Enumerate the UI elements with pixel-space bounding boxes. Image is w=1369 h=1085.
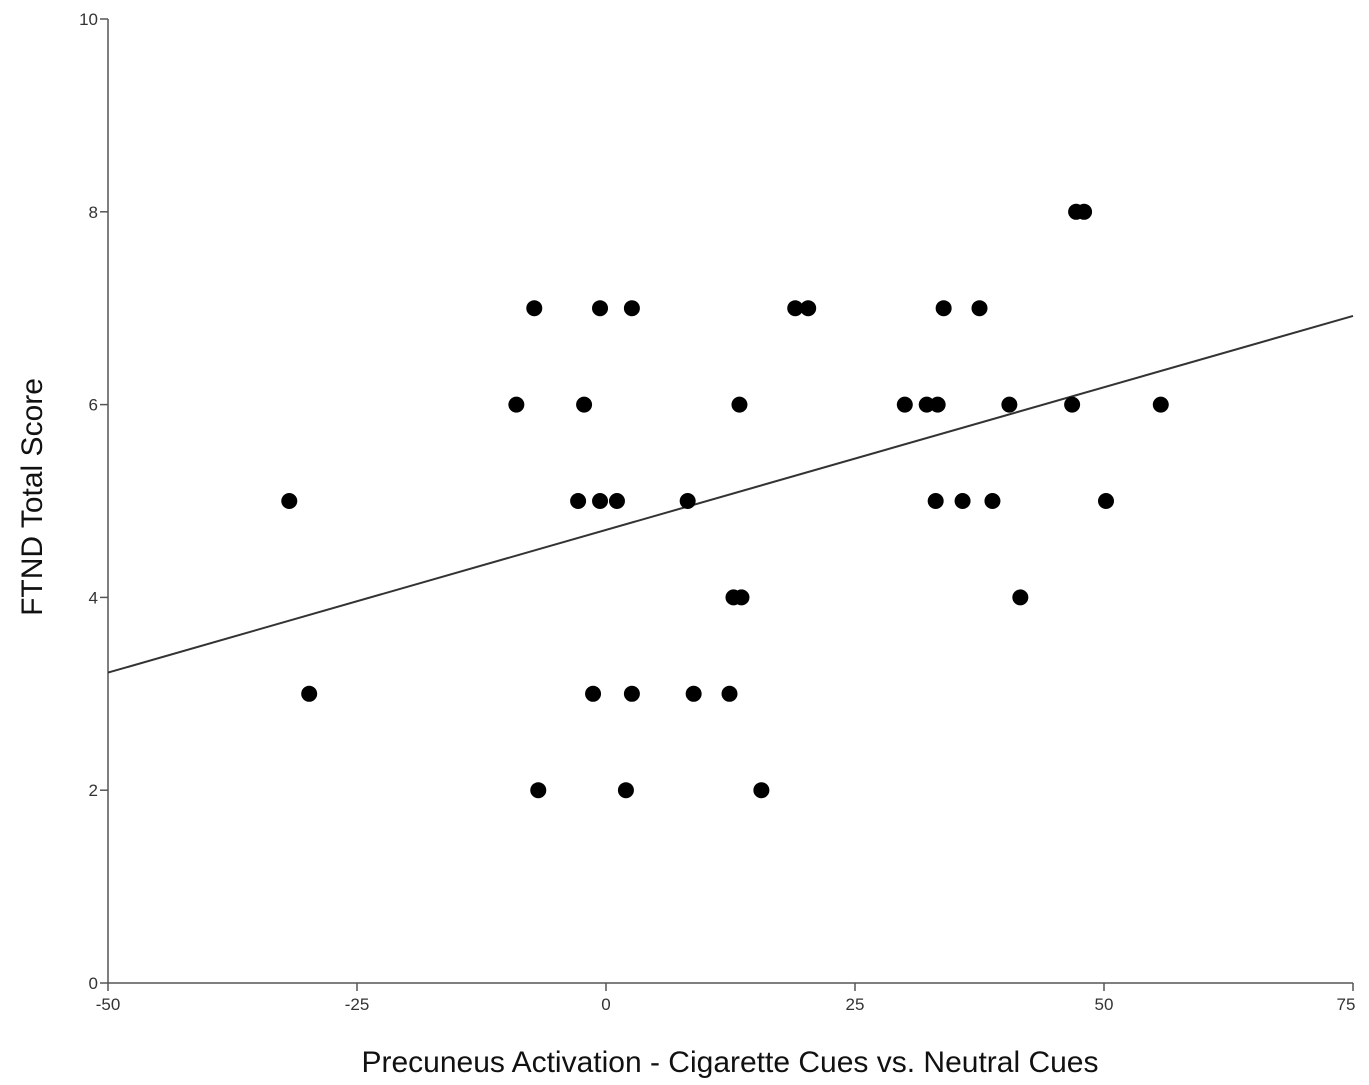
- data-point: [753, 782, 770, 799]
- data-point: [800, 300, 817, 317]
- y-tick-label: 6: [89, 396, 98, 415]
- x-tick-label: 75: [1337, 995, 1356, 1014]
- data-point: [617, 782, 634, 799]
- y-axis-title: FTND Total Score: [16, 378, 49, 616]
- x-axis-ticks: -50 -25 0 25 50 75: [96, 983, 1356, 1014]
- data-point: [731, 396, 748, 413]
- x-tick-label: 0: [601, 995, 610, 1014]
- data-point: [623, 300, 640, 317]
- y-axis-ticks: 0 2 4 6 8 10: [79, 10, 108, 993]
- y-tick-label: 0: [89, 974, 98, 993]
- data-point: [1012, 589, 1029, 606]
- y-tick-label: 2: [89, 781, 98, 800]
- regression-fit-line: [107, 314, 1354, 674]
- data-point: [935, 300, 952, 317]
- y-tick-label: 10: [79, 10, 98, 29]
- data-point: [623, 685, 640, 702]
- data-point: [918, 396, 935, 413]
- data-point: [685, 685, 702, 702]
- data-point: [592, 300, 609, 317]
- data-points: [281, 203, 1169, 799]
- y-tick-label: 8: [89, 203, 98, 222]
- data-point: [954, 493, 971, 509]
- data-point: [592, 493, 609, 509]
- data-point: [570, 493, 587, 509]
- data-point: [721, 685, 738, 702]
- x-axis-title: Precuneus Activation - Cigarette Cues vs…: [361, 1046, 1098, 1079]
- data-point: [896, 396, 913, 413]
- data-point: [679, 493, 696, 509]
- x-tick-label: 50: [1095, 995, 1114, 1014]
- data-point: [301, 685, 318, 702]
- data-point: [576, 396, 593, 413]
- data-point: [1097, 493, 1114, 509]
- x-tick-label: 25: [846, 995, 865, 1014]
- data-point: [1152, 396, 1169, 413]
- data-point: [530, 782, 547, 799]
- data-point: [585, 685, 602, 702]
- data-point: [929, 396, 946, 413]
- data-point: [608, 493, 625, 509]
- x-tick-label: -25: [345, 995, 370, 1014]
- data-point: [508, 396, 525, 413]
- y-tick-label: 4: [89, 588, 98, 607]
- data-point: [1001, 396, 1018, 413]
- data-point: [1064, 396, 1081, 413]
- x-tick-label: -50: [96, 995, 121, 1014]
- data-point: [984, 493, 1001, 509]
- data-point: [971, 300, 988, 317]
- data-point: [1076, 203, 1093, 220]
- data-point: [787, 300, 804, 317]
- data-point: [526, 300, 543, 317]
- data-point: [927, 493, 944, 509]
- data-point: [733, 589, 750, 606]
- data-point: [281, 493, 298, 509]
